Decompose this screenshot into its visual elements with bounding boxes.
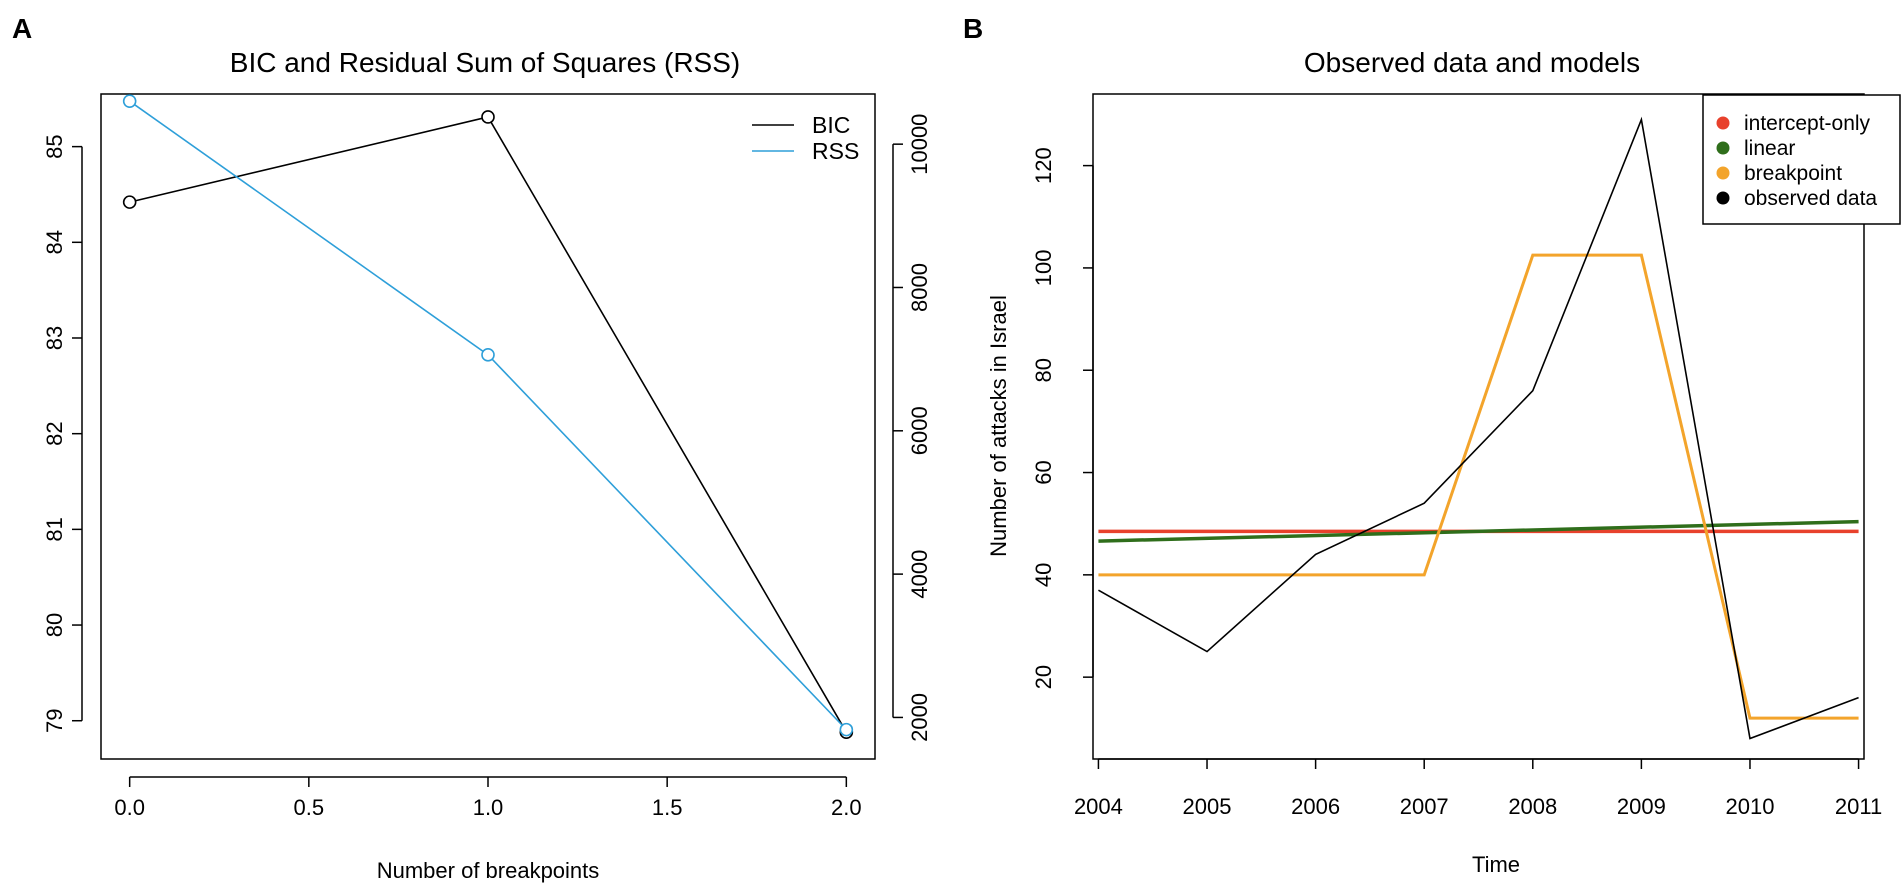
panel-a-y-tick-label: 81	[42, 517, 67, 541]
panel-a-y2-tick-label: 8000	[907, 263, 932, 312]
panel-a-xlabel: Number of breakpoints	[377, 858, 600, 883]
panel-b-legend-linear-swatch	[1716, 141, 1730, 155]
panel-a-rss-point	[481, 348, 495, 362]
panel-b-y-tick-label: 120	[1031, 147, 1056, 184]
panel-b-x-tick-label: 2007	[1400, 794, 1449, 819]
panel-a-y-tick-label: 80	[42, 613, 67, 637]
panel-b-legend-observed-data-swatch	[1716, 191, 1730, 205]
panel-b-y-tick-label: 40	[1031, 563, 1056, 587]
panel-b-breakpoint-line	[1098, 253, 1859, 720]
panel-b-y-tick-label: 60	[1031, 460, 1056, 484]
panel-a-bic-line	[129, 116, 848, 733]
panel-a-rss-line	[129, 100, 847, 731]
panel-b-x-tick-label: 2006	[1291, 794, 1340, 819]
panel-a-y2-tick-label: 2000	[907, 693, 932, 742]
panel-b-x-tick-label: 2009	[1617, 794, 1666, 819]
panel-a-x-tick-label: 0.0	[114, 795, 145, 820]
panel-a-x-tick-label: 1.5	[652, 795, 683, 820]
panel-b-legend-box	[1702, 94, 1901, 225]
panel-a-y-tick-label: 85	[42, 134, 67, 158]
panel-b-ylabel: Number of attacks in Israel	[986, 295, 1011, 557]
panel-b-xlabel: Time	[1472, 852, 1520, 877]
panel-a-y-tick-label: 84	[42, 230, 67, 254]
panel-b-x-tick-label: 2008	[1508, 794, 1557, 819]
panel-a-rss-point	[839, 722, 854, 737]
panel-a-y2-tick-label: 6000	[907, 406, 932, 455]
panel-b-x-tick-label: 2004	[1074, 794, 1123, 819]
panel-b-y-tick-label: 80	[1031, 358, 1056, 382]
panel-b-x-tick-label: 2005	[1183, 794, 1232, 819]
panel-a-y2-tick-label: 10000	[907, 114, 932, 175]
panel-a-plot-frame	[100, 93, 876, 760]
panel-a-chart-layer: 0.0 0.5 1.0 1.5 2.0 79 80 81 82 83 84 85 2000 4000 600…	[42, 94, 932, 820]
panel-b-letter: B	[963, 13, 983, 44]
panel-a-title: BIC and Residual Sum of Squares (RSS)	[230, 47, 740, 78]
panel-a-y-tick-label: 82	[42, 421, 67, 445]
panel-a-letter: A	[12, 13, 32, 44]
panel-b-chart-layer: 2004 2005 2006 2007 2008 2009 2010 2011 20 40 60 80…	[1031, 94, 1901, 819]
panel-a-bic-point	[481, 110, 495, 124]
panel-b-title: Observed data and models	[1304, 47, 1640, 78]
panel-a-x-tick-label: 0.5	[294, 795, 325, 820]
panel-b-y-tick-label: 20	[1031, 665, 1056, 689]
panel-b-legend-intercept-only-label: intercept-only	[1744, 112, 1871, 135]
panel-a-x-tick-label: 1.0	[473, 795, 504, 820]
panel-b-linear-line	[1098, 519, 1859, 543]
panel-a-bic-point	[122, 195, 137, 209]
panel-a-y-tick-label: 83	[42, 326, 67, 350]
panel-b-legend-breakpoint-swatch	[1716, 166, 1730, 180]
panel-a-y2-tick-label: 4000	[907, 550, 932, 599]
panel-a-legend-bic-label: BIC	[812, 112, 850, 138]
panel-b-observed-data-line	[1098, 116, 1859, 740]
panel-b-legend-linear-label: linear	[1744, 137, 1795, 160]
panel-b-legend-intercept-only-swatch	[1716, 116, 1730, 130]
panel-a-legend-rss-label: RSS	[812, 138, 859, 164]
panel-b-y-tick-label: 100	[1031, 250, 1056, 287]
panel-a-y-tick-label: 79	[42, 708, 67, 732]
panel-a-rss-point	[122, 94, 137, 108]
panel-b-legend-breakpoint-label: breakpoint	[1744, 162, 1842, 185]
panel-b-x-tick-label: 2011	[1835, 794, 1882, 819]
panel-b-x-tick-label: 2010	[1726, 794, 1775, 819]
panel-a-x-tick-label: 2.0	[831, 795, 862, 820]
panel-b-legend-observed-data-label: observed data	[1744, 187, 1877, 210]
